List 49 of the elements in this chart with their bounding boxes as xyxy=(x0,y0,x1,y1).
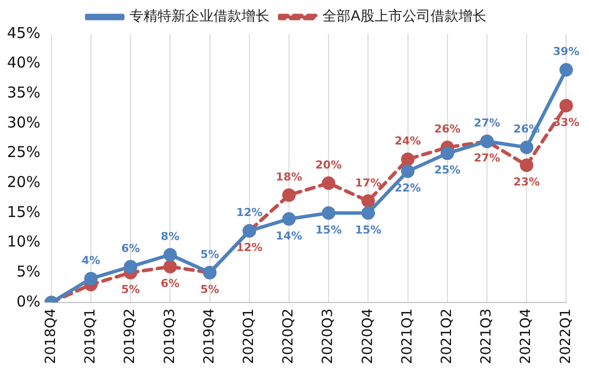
data-label: 12% xyxy=(236,241,263,254)
data-label: 24% xyxy=(394,134,421,148)
data-label: 5% xyxy=(200,282,220,296)
x-tick-label: 2018Q4 xyxy=(42,308,59,364)
data-label: 6% xyxy=(160,277,180,290)
x-tick-label: 2020Q1 xyxy=(241,308,258,364)
x-tick-label: 2021Q3 xyxy=(478,308,495,364)
data-label: 17% xyxy=(355,176,382,190)
y-tick-label: 5% xyxy=(16,262,40,281)
data-label: 8% xyxy=(160,230,180,244)
x-tick-label: 2022Q1 xyxy=(558,308,574,364)
data-label: 15% xyxy=(355,223,382,236)
data-label: 12% xyxy=(236,206,263,220)
data-label: 27% xyxy=(474,152,500,165)
data-label: 6% xyxy=(121,242,140,256)
data-label: 22% xyxy=(394,182,421,195)
data-label: 27% xyxy=(474,116,500,130)
legend-label: 全部A股上市公司借款增长 xyxy=(322,8,486,25)
y-tick-label: 40% xyxy=(6,54,40,72)
y-tick-label: 20% xyxy=(6,173,40,192)
y-tick-label: 35% xyxy=(6,84,40,102)
legend-label: 专精特新企业借款增长 xyxy=(130,8,270,25)
x-tick-label: 2020Q2 xyxy=(280,308,297,364)
x-tick-label: 2019Q4 xyxy=(201,308,218,364)
data-label: 5% xyxy=(121,282,140,296)
data-label: 15% xyxy=(315,223,342,236)
y-tick-label: 0% xyxy=(16,292,40,310)
data-label: 23% xyxy=(513,176,540,189)
x-tick-label: 2020Q3 xyxy=(320,308,336,364)
data-label: 18% xyxy=(276,170,302,184)
data-label: 39% xyxy=(553,45,580,58)
y-tick-label: 25% xyxy=(6,143,40,162)
y-tick-label: 45% xyxy=(6,24,40,42)
data-label: 25% xyxy=(434,164,461,177)
x-tick-label: 2019Q1 xyxy=(82,308,99,364)
data-label: 14% xyxy=(276,229,302,242)
x-tick-label: 2019Q3 xyxy=(162,308,178,364)
x-tick-label: 2021Q4 xyxy=(518,308,534,364)
x-tick-label: 2021Q1 xyxy=(399,308,416,364)
data-label: 20% xyxy=(315,158,342,172)
data-label: 5% xyxy=(200,248,220,261)
y-tick-label: 10% xyxy=(6,232,40,251)
x-tick-label: 2021Q2 xyxy=(439,308,456,364)
data-label: 26% xyxy=(434,122,461,136)
y-tick-label: 15% xyxy=(6,202,40,221)
y-tick-label: 30% xyxy=(6,113,40,132)
x-tick-label: 2019Q2 xyxy=(122,308,138,364)
x-tick-label: 2020Q4 xyxy=(360,308,376,364)
data-label: 4% xyxy=(82,254,100,267)
